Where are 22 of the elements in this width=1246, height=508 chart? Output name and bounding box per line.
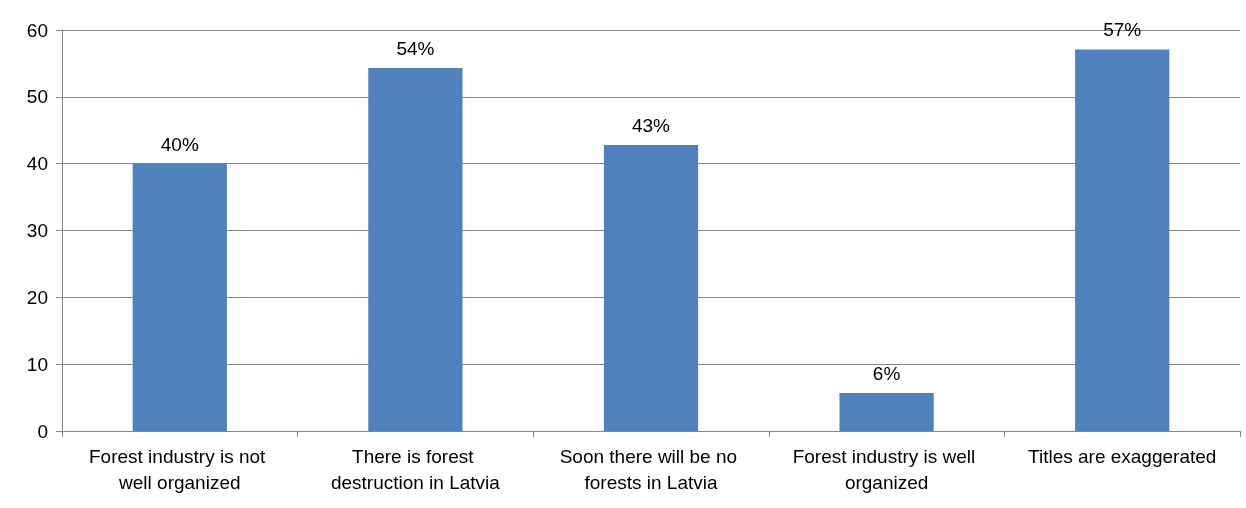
x-tick-label: Forest industry is well organized (792, 445, 981, 493)
y-tick-label: 50 (26, 86, 48, 108)
x-tick-label: Titles are exaggerated (1028, 445, 1217, 467)
bar (1075, 49, 1170, 431)
y-tick-label: 10 (26, 353, 48, 375)
y-tick-label: 40 (26, 153, 48, 175)
data-label: 57% (1103, 19, 1142, 41)
y-tick-label: 20 (26, 286, 48, 308)
bar (603, 144, 699, 431)
data-label: 40% (160, 133, 199, 155)
data-label: 54% (396, 38, 435, 60)
x-tick-label: Forest industry is not well organized (88, 445, 271, 493)
x-tick-label: There is forest destruction in Latvia (330, 445, 501, 493)
data-label: 6% (872, 362, 901, 384)
y-tick-label: 60 (26, 19, 48, 41)
bar (368, 68, 463, 431)
y-tick-label: 0 (37, 420, 48, 442)
y-tick-label: 30 (26, 220, 48, 241)
data-label: 43% (631, 114, 671, 136)
bar (839, 392, 934, 431)
x-tick-label: Soon there will be no forests in Latvia (559, 445, 743, 493)
bar (132, 163, 227, 431)
